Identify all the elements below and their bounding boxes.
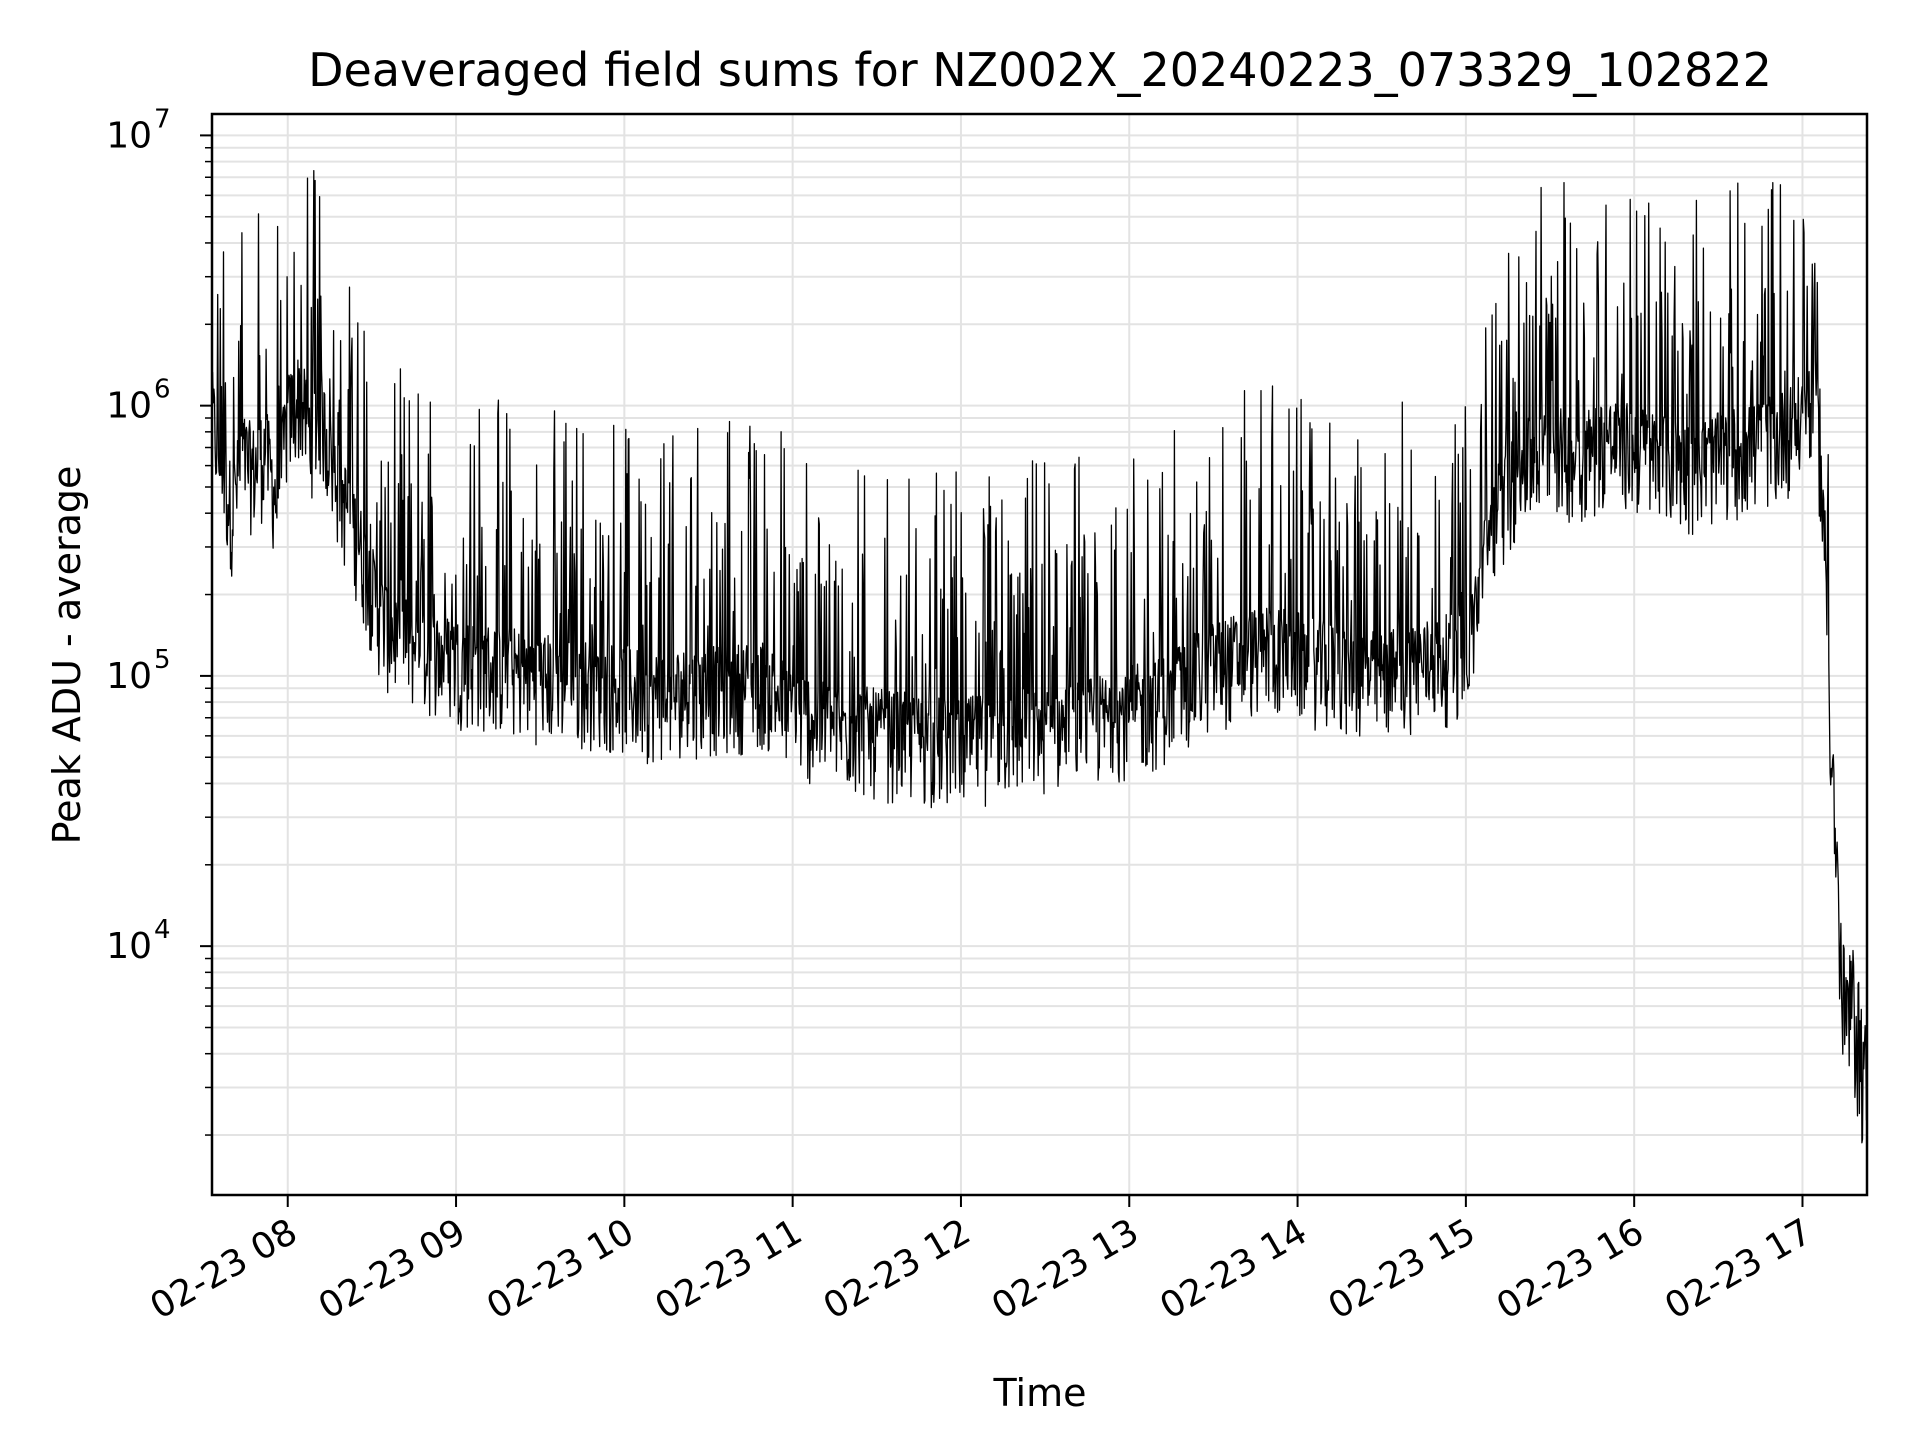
y-tick-label-exponent: 7 <box>154 104 171 134</box>
y-tick-label: 10 <box>106 926 152 967</box>
y-tick-label: 10 <box>106 386 152 427</box>
x-axis-title: Time <box>993 1371 1087 1415</box>
y-axis-title: Peak ADU - average <box>45 466 89 845</box>
line-layer <box>211 169 1868 1144</box>
y-tick-label-exponent: 5 <box>154 645 171 675</box>
y-tick-label-exponent: 4 <box>154 915 171 945</box>
y-tick-label: 10 <box>106 115 152 156</box>
y-tick-label-exponent: 6 <box>154 375 171 405</box>
chart-title: Deaveraged field sums for NZ002X_2024022… <box>308 43 1772 97</box>
y-tick-label: 10 <box>106 656 152 697</box>
series-line <box>211 169 1868 1144</box>
grid-layer <box>212 114 1867 1195</box>
plot-frame <box>210 112 1869 1197</box>
